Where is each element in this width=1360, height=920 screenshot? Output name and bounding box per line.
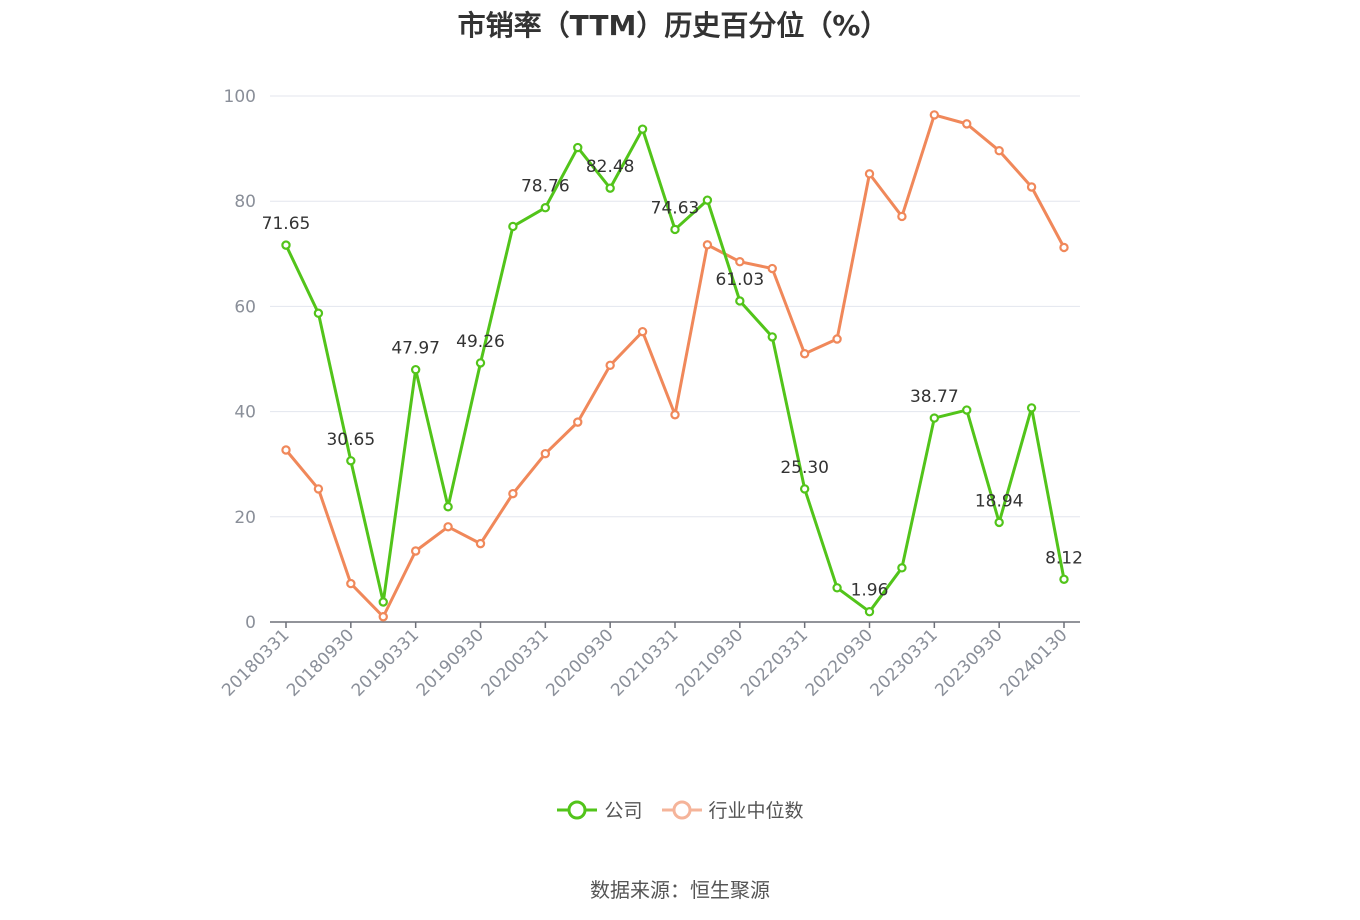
data-point-company [475,358,486,368]
data-point-industry [410,546,421,556]
data-point-industry [540,448,551,459]
data-label: 82.48 [586,157,635,177]
y-tick-label: 40 [234,403,256,423]
data-label: 47.97 [391,339,440,359]
data-point-industry [994,146,1004,156]
grid-lines [270,95,1080,518]
data-point-company [313,308,324,318]
x-tick-label: 20210930 [672,625,747,700]
data-point-company [637,124,648,134]
x-tick-label: 20180331 [218,625,293,700]
x-tick-label: 20180930 [283,625,358,700]
data-label: 30.65 [326,430,375,450]
data-label: 25.30 [780,458,829,478]
data-point-industry [1026,182,1037,192]
x-tick-label: 20230331 [867,625,942,700]
series-layer [281,110,1069,622]
legend-item-industry[interactable]: 行业中位数 [661,796,804,823]
data-label: 61.03 [715,270,764,290]
data-point-industry [281,445,291,455]
data-point-company [540,203,551,213]
data-point-company [346,456,356,466]
data-point-company [864,606,875,617]
legend-marker-industry [661,800,702,819]
data-point-company [1059,574,1069,584]
data-point-industry [832,334,842,344]
data-point-company [702,195,713,205]
data-point-company [281,240,291,250]
data-point-company [573,142,583,153]
data-label: 1.96 [851,581,889,601]
x-tick-label: 20190331 [348,625,423,700]
data-point-industry [702,240,713,250]
data-point-industry [929,110,940,120]
data-label: 78.76 [521,177,570,197]
data-point-company [735,296,745,306]
legend-marker-company [557,800,598,819]
legend: 公司 行业中位数 [0,796,1360,823]
data-point-company [994,517,1004,528]
data-labels: 71.65 30.65 47.97 49.26 78.76 82.48 74.63 61.03… [262,157,1083,601]
data-point-company [410,364,421,375]
data-point-industry [475,538,486,549]
data-point-industry [573,417,583,427]
legend-label-company: 公司 [604,800,643,822]
data-point-industry [605,360,615,371]
data-label: 18.94 [975,491,1024,511]
data-point-company [1026,403,1037,413]
y-tick-label: 0 [245,613,256,633]
data-point-industry [346,578,356,589]
data-point-company [443,502,453,512]
data-point-industry [962,119,972,129]
x-tick-label: 20230930 [931,625,1006,700]
chart-plot: 0 20 40 60 80 100 2018033120180930201903312019… [218,87,1083,701]
chart-title: 市销率（TTM）历史百分位（%） [457,9,889,42]
data-point-industry [637,326,648,337]
x-tick-label: 20220331 [737,625,812,700]
data-point-company [897,563,907,573]
data-point-company [799,484,810,494]
data-point-company [508,221,518,232]
data-point-company [929,413,940,423]
data-label: 71.65 [262,214,311,234]
data-point-company [767,332,777,342]
y-tick-label: 80 [234,192,256,212]
data-point-company [378,597,388,607]
data-label: 49.26 [456,332,505,352]
data-point-industry [670,410,680,420]
data-point-company [670,224,680,235]
data-point-industry [864,169,875,179]
x-tick-label: 20200930 [542,625,617,700]
x-tick-label: 20210331 [607,625,682,700]
y-tick-label: 20 [234,508,256,528]
x-tick-label: 20220930 [802,625,877,700]
data-point-industry [443,522,453,532]
y-tick-label: 100 [224,87,256,107]
data-point-industry [508,488,518,499]
data-point-industry [378,612,388,622]
data-point-industry [897,211,907,222]
x-tick-label: 20240130 [996,625,1071,700]
legend-item-company[interactable]: 公司 [556,796,643,823]
x-tick-label: 20200331 [478,625,553,700]
y-tick-label: 60 [234,297,256,317]
data-label: 8.12 [1045,548,1083,568]
source-note: 数据来源：恒生聚源 [590,878,770,902]
data-point-industry [799,349,810,359]
data-label: 74.63 [651,198,700,218]
data-point-company [832,583,842,593]
legend-label-industry: 行业中位数 [708,800,804,822]
data-point-company [605,183,615,193]
data-label: 38.77 [910,387,959,407]
series-line-industry [284,113,1066,619]
data-point-industry [1059,242,1069,253]
data-point-industry [767,263,777,274]
data-point-industry [313,484,324,494]
x-tick-label: 20190930 [413,625,488,700]
data-point-industry [735,256,745,267]
data-point-company [962,405,972,415]
